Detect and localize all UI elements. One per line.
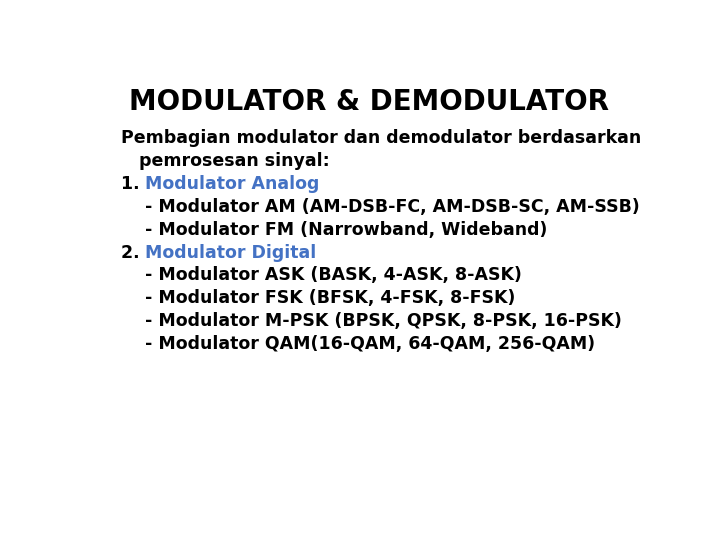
Text: - Modulator ASK (BASK, 4-ASK, 8-ASK): - Modulator ASK (BASK, 4-ASK, 8-ASK) [121, 266, 521, 285]
Text: - Modulator QAM(16-QAM, 64-QAM, 256-QAM): - Modulator QAM(16-QAM, 64-QAM, 256-QAM) [121, 335, 595, 353]
Text: Modulator Analog: Modulator Analog [145, 175, 320, 193]
Text: 1.: 1. [121, 175, 145, 193]
Text: - Modulator FSK (BFSK, 4-FSK, 8-FSK): - Modulator FSK (BFSK, 4-FSK, 8-FSK) [121, 289, 515, 307]
Text: Pembagian modulator dan demodulator berdasarkan: Pembagian modulator dan demodulator berd… [121, 129, 641, 147]
Text: MODULATOR & DEMODULATOR: MODULATOR & DEMODULATOR [129, 87, 609, 116]
Text: Modulator Digital: Modulator Digital [145, 244, 317, 261]
Text: - Modulator FM (Narrowband, Wideband): - Modulator FM (Narrowband, Wideband) [121, 221, 547, 239]
Text: - Modulator M-PSK (BPSK, QPSK, 8-PSK, 16-PSK): - Modulator M-PSK (BPSK, QPSK, 8-PSK, 16… [121, 312, 621, 330]
Text: pemrosesan sinyal:: pemrosesan sinyal: [121, 152, 330, 170]
Text: 2.: 2. [121, 244, 145, 261]
Text: - Modulator AM (AM-DSB-FC, AM-DSB-SC, AM-SSB): - Modulator AM (AM-DSB-FC, AM-DSB-SC, AM… [121, 198, 639, 216]
